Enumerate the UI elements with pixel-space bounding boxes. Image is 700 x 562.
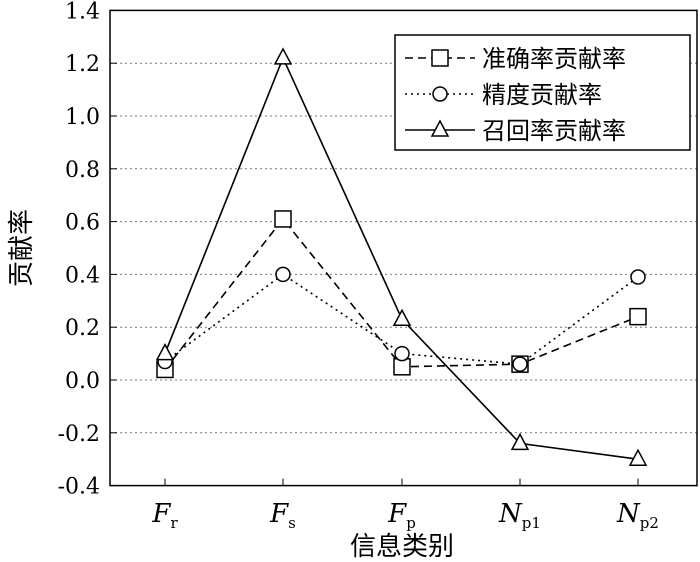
- x-axis-label: 信息类别: [350, 532, 454, 562]
- data-point-square: [629, 307, 647, 326]
- y-tick-label: 0.2: [65, 316, 100, 341]
- legend-marker-triangle: [430, 119, 450, 137]
- data-point-circle: [630, 269, 646, 285]
- y-tick-label: -0.2: [58, 422, 100, 447]
- data-point-circle: [275, 266, 291, 283]
- x-tick-sub: p: [406, 514, 416, 532]
- y-tick-label: 0.4: [65, 263, 100, 288]
- x-tick-sub: p2: [640, 514, 659, 532]
- y-tick-label: 1.0: [65, 105, 100, 130]
- x-tick-label: Fr: [151, 499, 178, 532]
- legend-marker-circle: [432, 86, 448, 102]
- data-point-triangle: [628, 448, 648, 466]
- x-tick-main: F: [269, 499, 289, 529]
- y-tick-label: 0.6: [65, 211, 100, 236]
- x-tick-label: Fp: [387, 499, 416, 532]
- legend-label: 准确率贡献率: [482, 45, 626, 73]
- y-tick-label: 0.0: [65, 369, 100, 394]
- x-tick-sub: s: [288, 514, 296, 532]
- x-tick-main: F: [387, 499, 407, 529]
- x-tick-label: Np1: [498, 499, 541, 532]
- data-point-triangle: [273, 47, 293, 65]
- legend-label: 召回率贡献率: [482, 117, 626, 145]
- x-tick-main: F: [151, 499, 171, 529]
- x-tick-sub: r: [170, 514, 178, 532]
- x-tick-sub: p1: [522, 514, 541, 532]
- data-point-circle: [512, 356, 528, 372]
- y-tick-label: 1.2: [65, 52, 100, 77]
- x-tick-main: N: [616, 499, 641, 529]
- data-point-triangle: [510, 432, 530, 451]
- plot-frame: [109, 9, 698, 487]
- data-point-triangle: [392, 308, 412, 327]
- x-tick-main: N: [498, 499, 523, 529]
- data-point-circle: [394, 345, 410, 362]
- x-tick-label: Fs: [269, 499, 296, 532]
- x-tick-label: Np2: [616, 499, 659, 532]
- y-tick-label: -0.4: [58, 475, 100, 500]
- legend-marker-square: [431, 49, 449, 67]
- y-tick-label: 1.4: [65, 0, 100, 24]
- y-tick-label: 0.8: [65, 158, 100, 183]
- y-axis-label: 贡献率: [7, 209, 37, 287]
- legend-label: 精度贡献率: [482, 81, 602, 109]
- data-point-triangle: [155, 343, 175, 361]
- data-point-square: [274, 210, 292, 228]
